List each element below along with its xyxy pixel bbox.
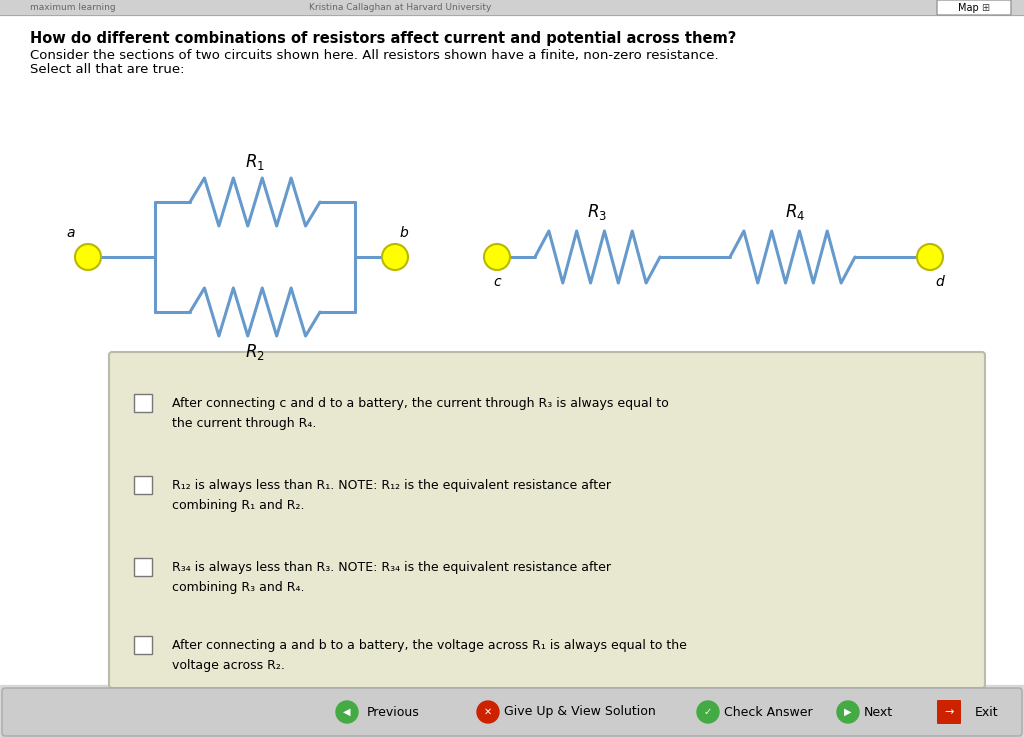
Text: combining R₁ and R₂.: combining R₁ and R₂. [172,499,304,512]
Text: After connecting a and b to a battery, the voltage across R₁ is always equal to : After connecting a and b to a battery, t… [172,639,687,652]
FancyBboxPatch shape [109,352,985,688]
Text: d: d [935,275,944,289]
Bar [134,394,152,412]
Circle shape [918,244,943,270]
Text: c: c [494,275,501,289]
Text: Select all that are true:: Select all that are true: [30,63,184,76]
Text: maximum learning: maximum learning [30,2,116,12]
Circle shape [336,701,358,723]
Text: b: b [400,226,409,240]
Text: combining R₃ and R₄.: combining R₃ and R₄. [172,581,304,594]
Text: $R_4$: $R_4$ [784,202,805,222]
Text: Map: Map [958,2,979,13]
Text: a: a [67,226,75,240]
Circle shape [697,701,719,723]
Text: ✕: ✕ [484,707,493,717]
Text: $R_2$: $R_2$ [245,342,265,362]
Bar [134,558,152,576]
FancyBboxPatch shape [2,688,1022,736]
Text: ◀: ◀ [343,707,351,717]
Text: Next: Next [864,705,893,719]
Bar [0,685,1024,737]
Text: ⊞: ⊞ [981,2,989,13]
Text: Kristina Callaghan at Harvard University: Kristina Callaghan at Harvard University [309,2,492,12]
Text: Give Up & View Solution: Give Up & View Solution [504,705,655,719]
Text: Previous: Previous [367,705,420,719]
Text: How do different combinations of resistors affect current and potential across t: How do different combinations of resisto… [30,31,736,46]
Circle shape [477,701,499,723]
FancyBboxPatch shape [937,700,961,724]
Circle shape [75,244,101,270]
Text: Check Answer: Check Answer [724,705,813,719]
Text: $R_3$: $R_3$ [587,202,607,222]
Text: the current through R₄.: the current through R₄. [172,417,316,430]
Text: After connecting c and d to a battery, the current through R₃ is always equal to: After connecting c and d to a battery, t… [172,397,669,410]
Text: ✓: ✓ [703,707,712,717]
Text: $R_1$: $R_1$ [245,152,265,172]
Text: R₁₂ is always less than R₁. NOTE: R₁₂ is the equivalent resistance after: R₁₂ is always less than R₁. NOTE: R₁₂ is… [172,479,611,492]
Circle shape [382,244,408,270]
Text: Exit: Exit [975,705,998,719]
Bar [134,636,152,654]
Text: Consider the sections of two circuits shown here. All resistors shown have a fin: Consider the sections of two circuits sh… [30,49,719,62]
Text: →: → [944,707,953,717]
Text: R₃₄ is always less than R₃. NOTE: R₃₄ is the equivalent resistance after: R₃₄ is always less than R₃. NOTE: R₃₄ is… [172,561,611,574]
Circle shape [484,244,510,270]
Bar [134,476,152,494]
Text: voltage across R₂.: voltage across R₂. [172,659,285,672]
Bar [0,0,1024,15]
Text: ▶: ▶ [844,707,852,717]
Circle shape [837,701,859,723]
FancyBboxPatch shape [937,0,1011,15]
